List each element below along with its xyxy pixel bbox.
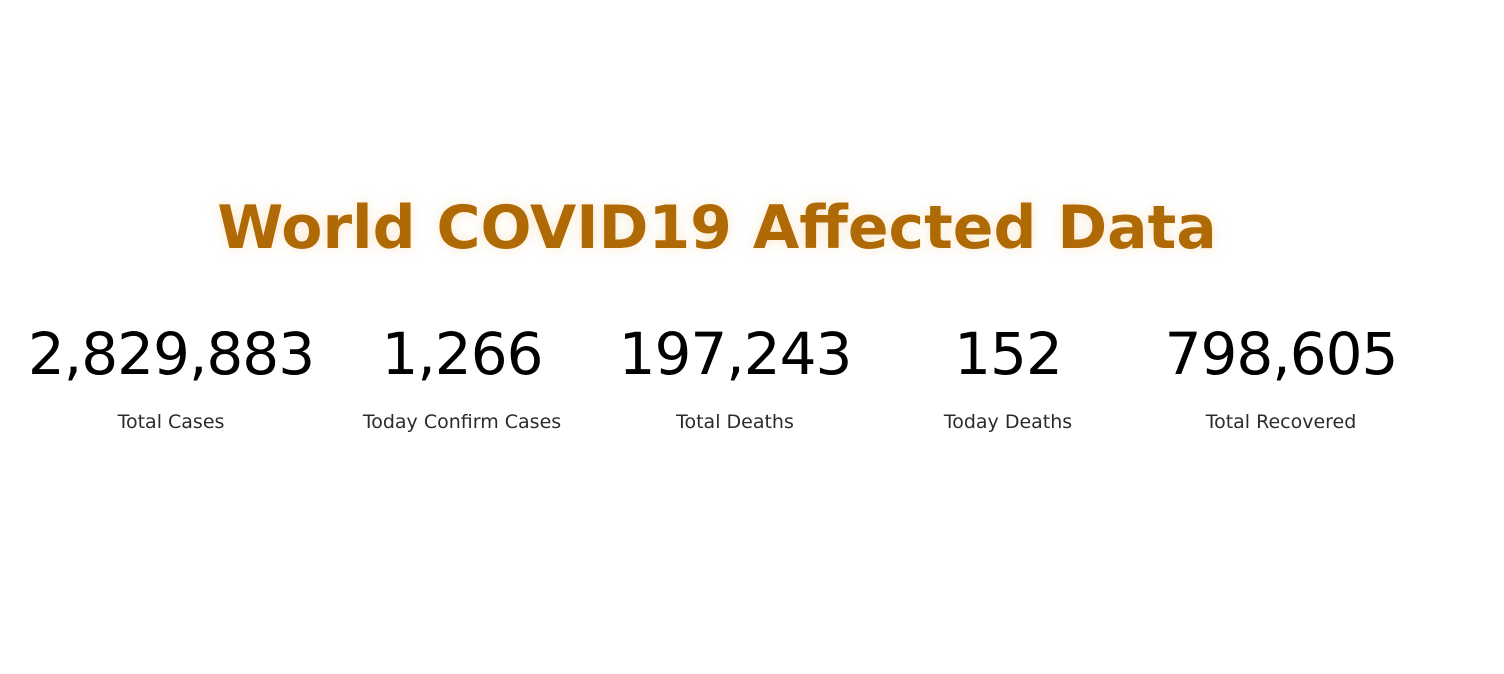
stats-row: 2,829,883 Total Cases 1,266 Today Confir… (0, 318, 1504, 448)
stat-value: 798,605 (1164, 320, 1399, 388)
stat-value: 2,829,883 (27, 320, 315, 388)
stat-label: Total Recovered (1205, 411, 1357, 433)
stat-label: Total Cases (117, 411, 225, 433)
page-title: World COVID19 Affected Data (217, 193, 1217, 263)
stat-label: Total Deaths (676, 411, 794, 433)
stat-today-deaths: 152 Today Deaths (858, 318, 1158, 434)
stat-value: 152 (954, 320, 1063, 388)
stat-value: 197,243 (618, 320, 853, 388)
stat-total-cases: 2,829,883 Total Cases (21, 318, 321, 434)
stat-label: Today Confirm Cases (362, 411, 562, 433)
stat-today-confirm-cases: 1,266 Today Confirm Cases (312, 318, 612, 434)
stat-total-deaths: 197,243 Total Deaths (585, 318, 885, 434)
stat-label: Today Deaths (943, 411, 1073, 433)
stat-value: 1,266 (381, 320, 543, 388)
stat-total-recovered: 798,605 Total Recovered (1131, 318, 1431, 434)
